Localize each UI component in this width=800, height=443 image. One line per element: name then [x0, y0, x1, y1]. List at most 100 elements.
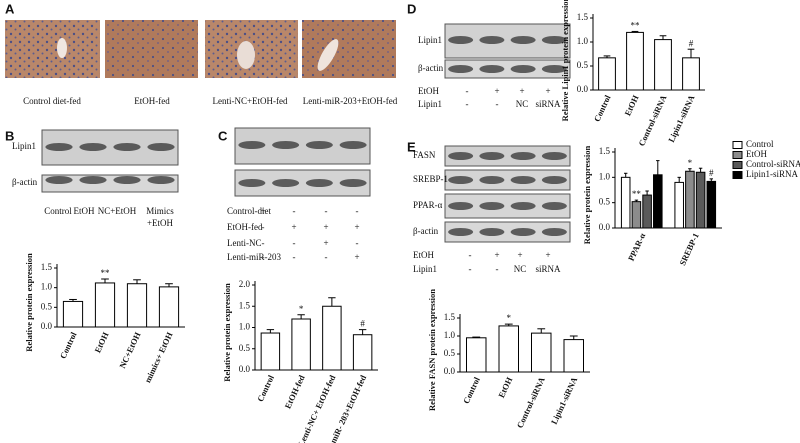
treatment-label: Lipin1: [418, 99, 442, 109]
y-tick-label: 0.5: [41, 301, 53, 311]
treatment-mark: -: [262, 238, 265, 248]
significance-mark: *: [507, 313, 512, 323]
bar: [352, 334, 373, 371]
band: [147, 143, 175, 151]
treatment-mark: -: [293, 252, 296, 262]
y-tick-label: 1.5: [599, 146, 611, 156]
treatment-mark: +: [517, 250, 522, 260]
significance-mark: #: [709, 168, 714, 178]
bar: [620, 176, 631, 229]
significance-mark: #: [360, 319, 365, 329]
y-tick-label: 0.0: [41, 321, 53, 331]
bar: [682, 57, 700, 91]
y-tick-label: 1.5: [239, 300, 251, 310]
y-axis-label: Relative protein expression: [582, 146, 592, 245]
blot: [444, 145, 571, 167]
band: [113, 143, 141, 151]
band: [147, 176, 175, 184]
treatment-mark: -: [466, 99, 469, 109]
band: [510, 36, 536, 44]
treatment-mark: +: [545, 86, 550, 96]
x-tick-label: Control-siRNA: [636, 93, 669, 148]
y-tick-label: 0.0: [239, 364, 251, 374]
band: [479, 36, 505, 44]
blot-label: Lipin1: [12, 141, 36, 151]
bar: [466, 337, 487, 373]
blot-label: Lipin1: [418, 35, 442, 45]
treatment-mark: -: [293, 206, 296, 216]
x-tick-label: NC+EtOH: [117, 330, 143, 370]
treatment-mark: -: [293, 238, 296, 248]
x-tick-label: Control: [58, 330, 79, 360]
blot-label: FASN: [413, 150, 436, 160]
treatment-mark: -: [262, 222, 265, 232]
band: [479, 202, 505, 210]
band: [479, 176, 505, 184]
significance-mark: **: [631, 21, 641, 31]
band: [79, 143, 107, 151]
legend-label: Lipin1-siRNA: [746, 169, 799, 179]
micrograph: [302, 20, 396, 78]
band: [238, 141, 266, 149]
panel-label: E: [407, 139, 416, 154]
x-tick-label: Control: [592, 93, 613, 123]
bar: [642, 194, 652, 229]
y-tick-label: 1.5: [444, 312, 456, 322]
band: [510, 176, 536, 184]
treatment-label: Lenti-miR-203: [227, 252, 281, 262]
treatment-label: EtOH-fed: [227, 222, 263, 232]
y-tick-label: 2.0: [239, 279, 251, 289]
band: [305, 179, 333, 187]
bar: [260, 332, 281, 371]
treatment-mark: +: [519, 86, 524, 96]
bar: [291, 318, 311, 371]
band: [305, 141, 333, 149]
bar: [62, 300, 84, 328]
x-tick-label: EtOH: [622, 93, 640, 117]
blot-label: SREBP-1: [413, 174, 448, 184]
micrograph: [105, 20, 198, 78]
band: [448, 36, 474, 44]
legend-label: EtOH: [746, 149, 767, 159]
treatment-mark: +: [494, 86, 499, 96]
treatment-label: Lenti-NC: [227, 238, 262, 248]
lane-label: NC+EtOH: [98, 206, 137, 216]
y-tick-label: 1.5: [577, 12, 589, 22]
treatment-mark: +: [323, 222, 328, 232]
band: [448, 228, 474, 236]
band: [238, 179, 266, 187]
blot-label: β-actin: [413, 226, 439, 236]
band: [45, 143, 73, 151]
x-tick-label: Control-siRNA: [514, 375, 547, 430]
band: [113, 176, 141, 184]
band: [79, 176, 107, 184]
treatment-mark: +: [354, 222, 359, 232]
treatment-mark: -: [356, 206, 359, 216]
band: [272, 141, 300, 149]
bands: [45, 36, 567, 236]
x-tick-label: mimics+ EtOH: [142, 330, 174, 384]
y-tick-label: 1.0: [577, 36, 589, 46]
bar: [94, 282, 116, 328]
bar: [706, 180, 717, 229]
band: [541, 228, 567, 236]
treatment-mark: -: [325, 206, 328, 216]
panel-label: C: [218, 128, 228, 143]
bar: [674, 181, 684, 229]
blot-label: β-actin: [418, 63, 444, 73]
y-axis-label: Relative protein expression: [24, 253, 34, 352]
bar: [322, 305, 342, 371]
band: [448, 152, 474, 160]
legend-label: Control: [746, 139, 774, 149]
treatment-mark: +: [545, 250, 550, 260]
treatment-mark: +: [260, 206, 265, 216]
y-tick-label: 1.5: [41, 262, 53, 272]
band: [479, 228, 505, 236]
y-tick-label: 1.0: [239, 322, 251, 332]
panel-label: A: [5, 1, 15, 16]
band: [448, 202, 474, 210]
treatment-mark: -: [469, 250, 472, 260]
bar: [498, 325, 519, 373]
bar: [695, 171, 706, 229]
bar: [654, 39, 672, 91]
